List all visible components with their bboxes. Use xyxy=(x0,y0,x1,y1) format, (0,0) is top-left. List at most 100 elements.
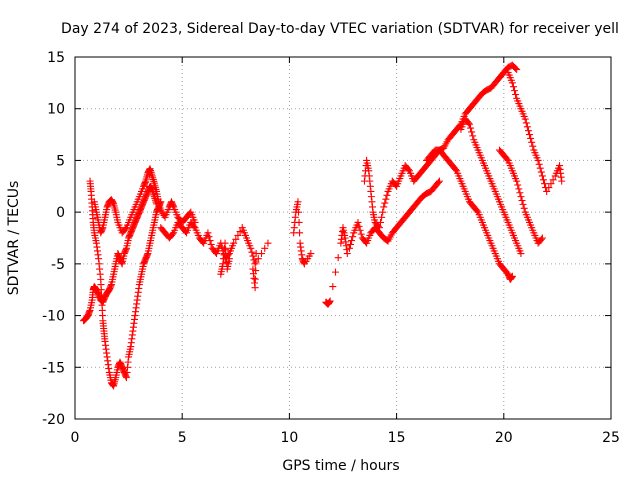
plot-frame xyxy=(74,56,612,420)
data-point xyxy=(509,83,517,91)
data-points xyxy=(80,61,566,390)
data-point xyxy=(558,177,566,185)
data-point xyxy=(375,224,383,232)
data-point xyxy=(222,246,230,254)
data-point xyxy=(465,120,473,128)
grid-lines xyxy=(75,57,611,419)
y-tick-label: 10 xyxy=(47,102,65,118)
data-point xyxy=(205,233,213,241)
data-point xyxy=(357,230,365,238)
data-point xyxy=(234,231,242,239)
data-point xyxy=(204,229,212,237)
data-point xyxy=(356,226,364,234)
data-point xyxy=(252,258,260,266)
data-point xyxy=(379,208,387,216)
data-point xyxy=(331,268,339,276)
data-point xyxy=(526,131,534,139)
data-point xyxy=(503,155,511,163)
data-point xyxy=(307,250,315,258)
data-point xyxy=(225,255,233,263)
data-point xyxy=(355,222,363,230)
x-tick-label: 5 xyxy=(178,430,187,446)
data-point xyxy=(374,222,382,230)
data-point xyxy=(349,233,357,241)
data-point xyxy=(547,180,555,188)
data-point xyxy=(517,193,525,201)
data-point xyxy=(512,64,520,72)
data-point xyxy=(452,165,460,173)
data-point xyxy=(517,250,525,258)
data-point xyxy=(221,239,229,247)
data-point xyxy=(520,204,528,212)
data-point xyxy=(251,284,259,292)
data-point xyxy=(435,177,443,185)
data-point xyxy=(537,168,545,176)
x-tick-label: 0 xyxy=(71,430,80,446)
data-point xyxy=(295,208,303,216)
data-point xyxy=(190,222,198,230)
y-tick-label: -10 xyxy=(42,309,65,325)
data-point xyxy=(382,195,390,203)
data-point xyxy=(512,90,520,98)
y-tick-label: -15 xyxy=(42,360,65,376)
data-point xyxy=(538,172,546,180)
x-tick-label: 15 xyxy=(388,430,406,446)
data-point xyxy=(206,237,214,245)
data-point xyxy=(247,244,255,252)
data-point xyxy=(343,250,351,258)
data-point xyxy=(169,230,177,238)
data-point xyxy=(519,200,527,208)
data-point xyxy=(236,228,244,236)
data-point xyxy=(345,244,353,252)
data-point xyxy=(508,272,516,280)
data-point xyxy=(329,283,337,291)
data-point xyxy=(348,237,356,245)
y-tick-label: -20 xyxy=(42,412,65,428)
data-point xyxy=(473,207,481,215)
data-point xyxy=(378,213,386,221)
data-point xyxy=(230,239,238,247)
data-point xyxy=(347,240,355,248)
y-tick-label: 5 xyxy=(56,153,65,169)
data-point xyxy=(377,218,385,226)
data-point xyxy=(513,65,521,73)
data-point xyxy=(434,178,442,186)
data-point xyxy=(252,267,260,275)
data-point xyxy=(541,180,549,188)
data-point xyxy=(549,176,557,184)
x-tick-label: 25 xyxy=(602,430,620,446)
data-point xyxy=(381,199,389,207)
data-point xyxy=(521,115,529,123)
data-point xyxy=(511,87,519,95)
data-point xyxy=(524,127,532,135)
chart-title: Day 274 of 2023, Sidereal Day-to-day VTE… xyxy=(61,21,619,37)
data-point xyxy=(264,239,272,247)
y-tick-label: 15 xyxy=(47,50,65,66)
data-point xyxy=(537,235,545,243)
x-tick-label: 20 xyxy=(495,430,513,446)
data-point xyxy=(543,187,551,195)
data-point xyxy=(469,132,477,140)
data-point xyxy=(207,240,215,248)
data-point xyxy=(232,235,240,243)
data-point xyxy=(536,164,544,172)
data-point xyxy=(528,138,536,146)
data-point xyxy=(296,229,304,237)
data-point xyxy=(522,119,530,127)
data-point xyxy=(529,142,537,150)
data-point xyxy=(252,250,260,258)
y-tick-label: 0 xyxy=(56,205,65,221)
data-point xyxy=(515,185,523,193)
data-point xyxy=(468,128,476,136)
data-point xyxy=(334,254,342,262)
data-point xyxy=(539,176,547,184)
data-point xyxy=(261,244,269,252)
data-point xyxy=(295,218,303,226)
y-axis-label: SDTVAR / TECUs xyxy=(6,181,22,296)
data-point xyxy=(294,198,302,206)
data-point xyxy=(404,165,412,173)
data-point xyxy=(513,177,521,185)
data-point xyxy=(527,134,535,142)
data-point xyxy=(251,275,259,283)
